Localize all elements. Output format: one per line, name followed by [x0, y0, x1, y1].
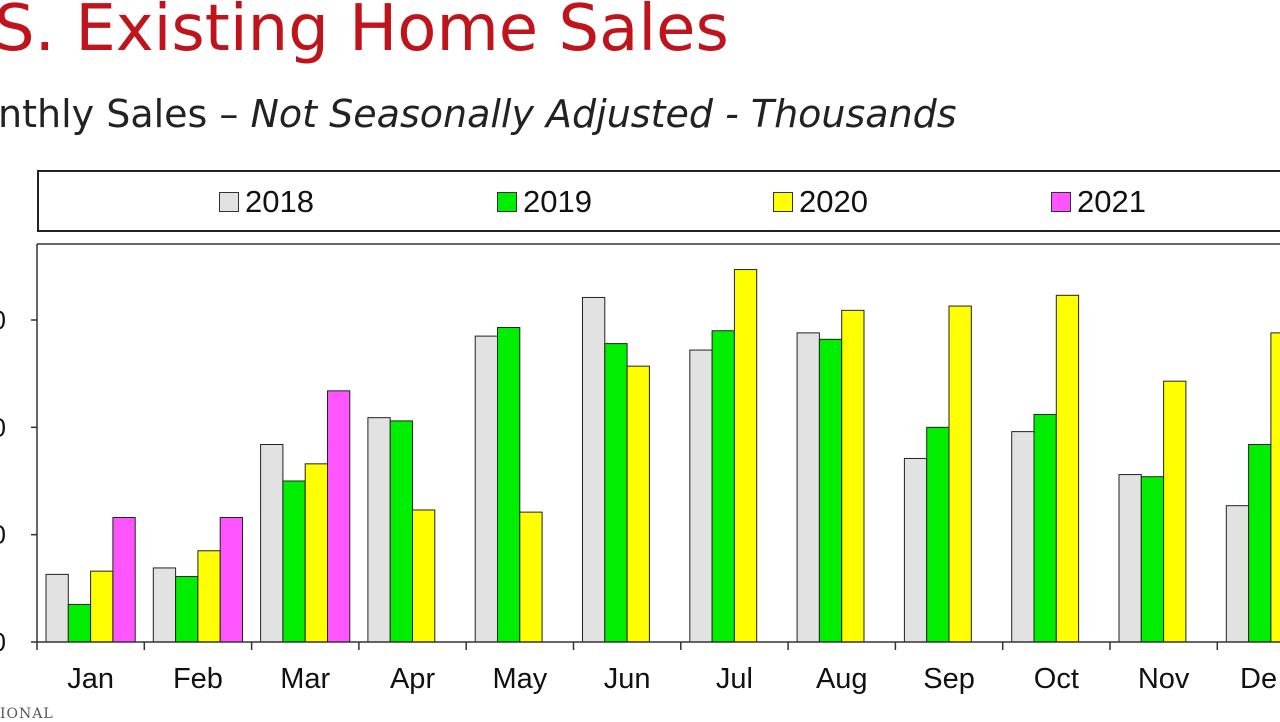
- bar-2020-Oct: [1055, 294, 1080, 643]
- y-tick-label: 0: [0, 305, 6, 335]
- x-tick-label-jul: Jul: [716, 663, 753, 695]
- bar-2021-Feb: [219, 516, 243, 643]
- legend-label: 2018: [245, 184, 314, 219]
- page-subtitle: nthly Sales – Not Seasonally Adjusted - …: [0, 92, 957, 136]
- legend-swatch: [773, 192, 793, 212]
- x-tick-label-jan: Jan: [67, 663, 114, 695]
- bar-2019-Nov: [1140, 476, 1165, 643]
- bar-2019-Feb: [175, 576, 199, 643]
- page-title: S. Existing Home Sales: [0, 0, 729, 66]
- bar-2020-May: [519, 511, 543, 643]
- bar-2019-Oct: [1033, 413, 1057, 643]
- bar-2019-Sep: [926, 426, 950, 643]
- x-tick-label-aug: Aug: [816, 663, 868, 695]
- x-tick-label-nov: Nov: [1138, 663, 1190, 695]
- bar-2018-Sep: [903, 457, 928, 643]
- x-tick-label-may: May: [492, 663, 547, 695]
- bar-2020-Sep: [948, 305, 972, 643]
- bar-2018-Jan: [45, 573, 69, 643]
- bar-2020-Nov: [1163, 380, 1187, 643]
- bar-2020-De: [1270, 332, 1280, 643]
- legend-item-2020: 2020: [773, 184, 868, 219]
- bar-2018-Nov: [1118, 474, 1142, 643]
- subtitle-italic: Not Seasonally Adjusted - Thousands: [250, 92, 957, 136]
- legend-swatch: [219, 192, 239, 212]
- legend-swatch: [497, 192, 517, 212]
- legend-swatch: [1051, 192, 1071, 212]
- bar-2019-May: [497, 327, 521, 643]
- legend-item-2018: 2018: [219, 184, 314, 219]
- bar-2020-Apr: [412, 509, 436, 643]
- legend-item-2019: 2019: [497, 184, 592, 219]
- subtitle-plain: nthly Sales –: [0, 92, 251, 136]
- bar-2018-Jul: [689, 349, 713, 643]
- bar-2020-Aug: [841, 309, 865, 643]
- legend-label: 2020: [799, 184, 868, 219]
- bar-2021-Jan: [112, 516, 136, 643]
- bar-2019-Jan: [67, 603, 92, 643]
- y-tick-label: 0: [0, 520, 6, 550]
- y-tick-label: 0: [0, 412, 6, 442]
- bar-2020-Mar: [304, 463, 329, 643]
- x-tick-label-mar: Mar: [280, 663, 330, 695]
- x-tick-label-apr: Apr: [390, 663, 435, 695]
- x-tick-label-sep: Sep: [923, 663, 975, 695]
- bar-2018-Mar: [260, 444, 284, 643]
- bar-2018-Jun: [582, 296, 606, 643]
- y-tick-label: 0: [0, 627, 6, 657]
- x-tick-label-feb: Feb: [173, 663, 223, 695]
- legend-item-2021: 2021: [1051, 184, 1146, 219]
- bar-2020-Jan: [90, 570, 114, 643]
- legend-label: 2021: [1077, 184, 1146, 219]
- x-tick-label-de: De: [1240, 663, 1277, 695]
- bar-2018-De: [1225, 505, 1250, 643]
- legend-label: 2019: [523, 184, 592, 219]
- bar-2020-Jul: [733, 269, 758, 643]
- bar-2018-May: [474, 335, 499, 643]
- bar-2019-De: [1248, 444, 1272, 643]
- bar-2018-Feb: [152, 567, 177, 643]
- chart-legend: 2018 2019 2020 2021: [37, 170, 1280, 232]
- footer-note: IONAL: [0, 706, 54, 722]
- bar-2018-Apr: [367, 417, 391, 643]
- bar-2018-Aug: [796, 332, 820, 643]
- bar-2019-Jul: [711, 330, 735, 643]
- bar-2019-Apr: [389, 420, 414, 643]
- bar-2021-Mar: [327, 390, 351, 643]
- x-tick-label-jun: Jun: [604, 663, 651, 695]
- bar-2020-Feb: [197, 550, 221, 643]
- bar-2019-Jun: [604, 343, 628, 643]
- bar-2018-Oct: [1011, 431, 1035, 643]
- bar-2019-Aug: [818, 338, 843, 643]
- bar-2020-Jun: [626, 365, 650, 643]
- x-tick-label-oct: Oct: [1034, 663, 1079, 695]
- bar-2019-Mar: [282, 480, 306, 643]
